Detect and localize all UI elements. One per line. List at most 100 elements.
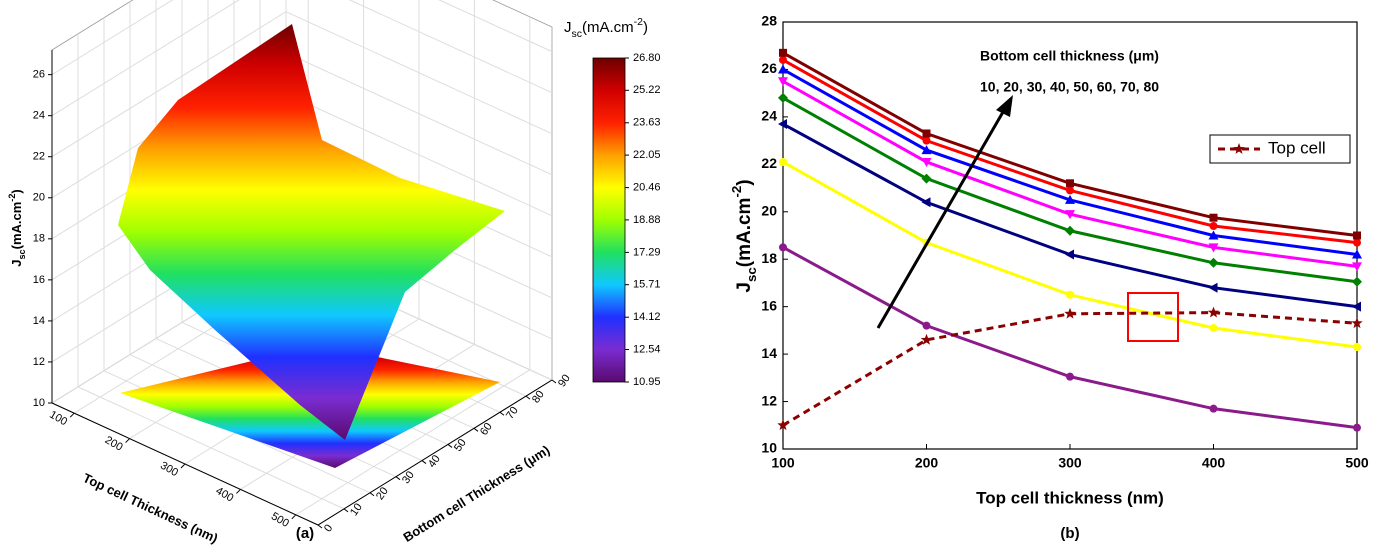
series-line [782, 311, 1358, 427]
marker [777, 419, 789, 431]
label-part: J [734, 282, 755, 293]
x-tick-label: 500 [1345, 455, 1369, 471]
y-tick-label: 18 [761, 250, 777, 266]
marker [1352, 262, 1362, 272]
x-tick-label: 100 [771, 455, 795, 471]
tick-mark [125, 438, 130, 443]
arrow-shaft [876, 111, 1005, 329]
colorbar-tick-label: 20.46 [633, 182, 661, 194]
colorbar-tick-label: 12.54 [633, 343, 661, 355]
caption: (b) [1060, 525, 1079, 542]
marker [921, 197, 931, 208]
x-tick-label: 300 [158, 460, 180, 480]
marker [778, 77, 788, 87]
y-tick-label: 10 [761, 440, 777, 456]
colorbar-tick-label: 17.29 [633, 246, 661, 258]
label-part: sc [744, 267, 759, 282]
marker [921, 173, 932, 184]
z-tick-label: 12 [33, 356, 45, 368]
marker [922, 136, 931, 145]
y-tick-label: 14 [761, 345, 777, 361]
x-tick-label: 400 [214, 485, 236, 505]
y-tick-label: 50 [452, 437, 469, 454]
caption: (a) [296, 525, 314, 542]
y-tick-label: 10 [348, 501, 365, 518]
grid-line [77, 33, 345, 510]
label-part: ) [734, 179, 755, 185]
marker [1209, 222, 1218, 231]
tick-mark [69, 412, 75, 418]
y-tick-label: 28 [761, 13, 777, 29]
tick-mark [473, 427, 479, 432]
marker [1065, 225, 1075, 236]
marker [1208, 243, 1219, 253]
marker [920, 333, 933, 345]
y-tick-label: 22 [761, 155, 777, 171]
z-tick-label: 20 [33, 192, 45, 204]
marker [1352, 249, 1362, 259]
arrow-head [996, 95, 1013, 117]
label-part: (mA.cm [582, 19, 634, 36]
y-tick-label: 20 [374, 485, 391, 502]
label-part: -2 [7, 194, 17, 202]
tick-mark [236, 489, 241, 494]
marker [1066, 186, 1074, 195]
y-tick-label: 40 [426, 453, 443, 470]
z-tick-label: 16 [33, 274, 45, 286]
z-tick-label: 26 [33, 69, 45, 81]
marker [1352, 276, 1362, 287]
colorbar-tick-label: 14.12 [633, 311, 661, 323]
tick-mark [291, 514, 297, 520]
marker [1208, 230, 1219, 240]
colorbar-tick-label: 25.22 [633, 84, 661, 96]
y-tick-label: 26 [761, 60, 777, 76]
tick-mark [395, 476, 401, 481]
y-tick-label: 12 [761, 392, 777, 408]
z-axis-title: Jsc(mA.cm-2) [7, 189, 27, 266]
marker [1066, 290, 1074, 299]
highlight-box [1127, 292, 1179, 342]
marker [779, 243, 787, 252]
z-tick-label: 14 [33, 315, 45, 327]
marker [1064, 307, 1076, 319]
label-part: sc [17, 249, 27, 259]
tick-mark [180, 463, 186, 469]
colorbar-tick-label: 10.95 [633, 376, 661, 388]
y-tick-label: 20 [761, 202, 777, 218]
marker [1208, 282, 1218, 293]
marker [779, 48, 787, 57]
axis-line [51, 50, 553, 526]
series-line [782, 246, 1358, 430]
x-tick-label: 500 [269, 510, 291, 530]
label-part: sc [571, 28, 582, 40]
z-tick-label: 22 [33, 151, 45, 163]
z-tick-label: 18 [33, 233, 45, 245]
grid-line [103, 17, 371, 494]
label-part: J [9, 260, 24, 267]
surface [118, 24, 505, 440]
marker [778, 119, 787, 130]
colorbar [592, 57, 626, 383]
marker [1065, 194, 1075, 204]
colorbar-tick-label: 26.80 [633, 52, 661, 64]
label-part: -2 [729, 186, 744, 198]
colorbar-tick-label: 18.88 [633, 214, 661, 226]
tick-mark [525, 395, 531, 400]
marker [779, 157, 787, 166]
x-tick-label: 200 [915, 455, 939, 471]
y-tick-label: 70 [504, 405, 521, 422]
y-tick-label: 60 [478, 421, 495, 438]
tick-mark [551, 379, 557, 384]
label-part: ) [643, 19, 648, 36]
y-axis-title: Jsc(mA.cm-2) [729, 179, 759, 292]
x-axis-title: Top cell thickness (nm) [976, 488, 1164, 507]
z-tick-label: 10 [33, 397, 45, 409]
y-tick-label: 0 [322, 522, 335, 534]
marker [922, 321, 931, 330]
label-part: J [564, 19, 572, 36]
colorbar-tick-label: 22.05 [633, 149, 661, 161]
marker [1233, 143, 1245, 154]
z-tick-label: 24 [33, 110, 45, 122]
annotation: Bottom cell thickness (μm) [980, 48, 1159, 64]
x-tick-label: 200 [103, 434, 125, 454]
